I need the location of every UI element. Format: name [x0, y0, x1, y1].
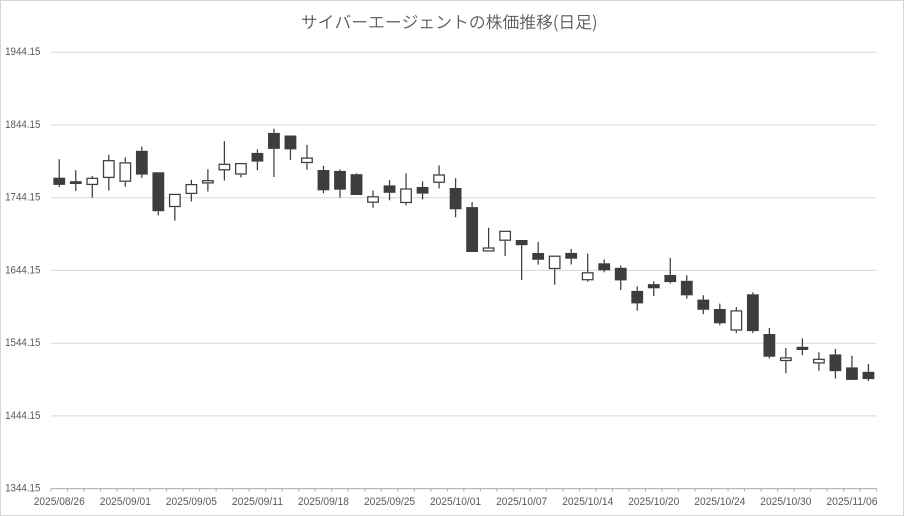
- svg-text:2025/09/01: 2025/09/01: [100, 496, 151, 508]
- svg-text:1744.15: 1744.15: [5, 192, 40, 204]
- svg-text:2025/09/18: 2025/09/18: [298, 496, 349, 508]
- svg-text:2025/10/24: 2025/10/24: [694, 496, 745, 508]
- svg-text:2025/08/26: 2025/08/26: [34, 496, 85, 508]
- svg-text:2025/09/11: 2025/09/11: [232, 496, 283, 508]
- svg-text:1444.15: 1444.15: [5, 410, 40, 422]
- svg-text:1544.15: 1544.15: [5, 337, 40, 349]
- svg-text:1944.15: 1944.15: [5, 46, 40, 58]
- svg-text:1644.15: 1644.15: [5, 264, 40, 276]
- svg-text:2025/10/20: 2025/10/20: [628, 496, 679, 508]
- svg-text:1844.15: 1844.15: [5, 119, 40, 131]
- svg-text:2025/09/25: 2025/09/25: [364, 496, 415, 508]
- svg-text:2025/10/14: 2025/10/14: [562, 496, 613, 508]
- svg-text:2025/10/01: 2025/10/01: [430, 496, 481, 508]
- svg-text:2025/09/05: 2025/09/05: [166, 496, 217, 508]
- svg-text:2025/10/30: 2025/10/30: [760, 496, 811, 508]
- svg-text:2025/10/07: 2025/10/07: [496, 496, 547, 508]
- svg-text:1344.15: 1344.15: [5, 483, 40, 495]
- svg-text:2025/11/06: 2025/11/06: [826, 496, 877, 508]
